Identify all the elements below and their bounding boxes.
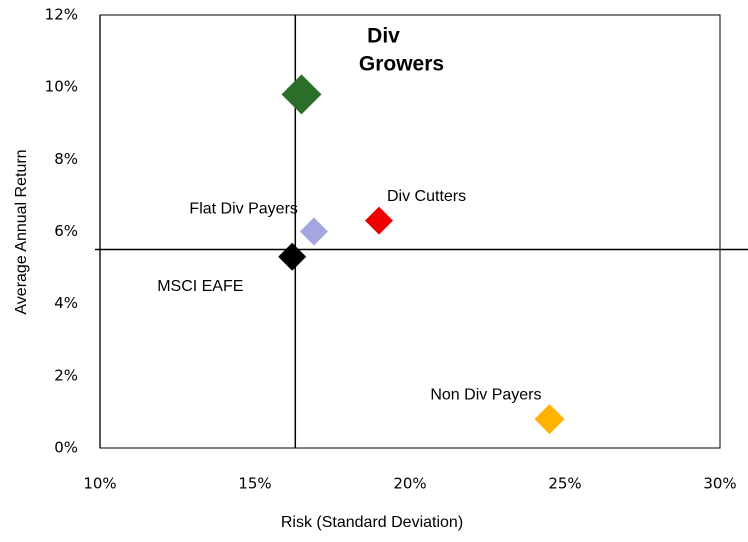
diamond-marker bbox=[299, 217, 328, 246]
plot-frame bbox=[99, 14, 721, 449]
diamond-marker bbox=[365, 206, 393, 235]
y-tick-label: 4% bbox=[54, 294, 78, 312]
x-tick-label: 30% bbox=[703, 475, 736, 493]
x-axis-label: Risk (Standard Deviation) bbox=[281, 514, 463, 531]
point-label: Div Growers bbox=[359, 24, 444, 75]
y-tick-label: 2% bbox=[54, 366, 78, 384]
diamond-marker bbox=[281, 74, 322, 115]
y-tick-label: 12% bbox=[45, 6, 78, 24]
point-label: Flat Div Payers bbox=[189, 201, 297, 218]
y-tick-label: 8% bbox=[54, 150, 78, 168]
y-tick-label: 0% bbox=[54, 439, 78, 457]
x-tick-label: 20% bbox=[393, 475, 426, 493]
diamond-marker bbox=[534, 404, 565, 435]
x-tick-label: 25% bbox=[548, 475, 581, 493]
y-tick-label: 10% bbox=[45, 78, 78, 96]
y-axis-label: Average Annual Return bbox=[13, 149, 30, 314]
x-tick-label: 15% bbox=[238, 475, 271, 493]
point-label: Div Cutters bbox=[387, 188, 466, 205]
y-tick-label: 6% bbox=[54, 222, 78, 240]
x-tick-label: 10% bbox=[83, 475, 116, 493]
point-label: MSCI EAFE bbox=[157, 278, 243, 295]
point-label: Non Div Payers bbox=[430, 386, 541, 403]
diamond-marker bbox=[278, 242, 307, 271]
